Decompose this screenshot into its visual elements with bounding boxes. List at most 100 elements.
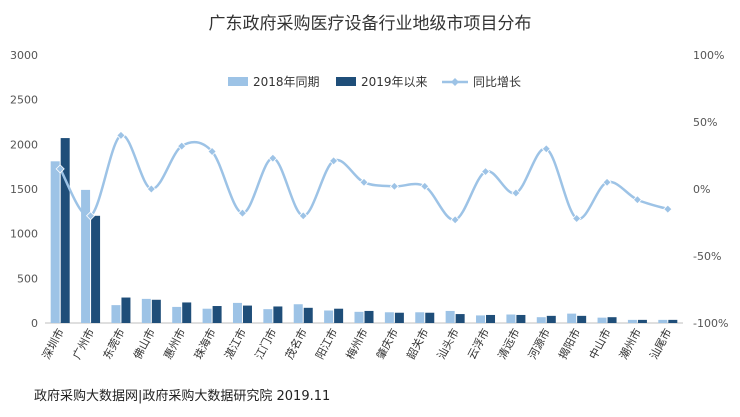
axes: 0 500 1000 1500 2000 2500 3000 -100% -50% 0% 50% 10…: [10, 49, 728, 330]
bar: [577, 315, 587, 323]
growth-point: [298, 211, 308, 221]
growth-point: [207, 146, 217, 157]
bar: [516, 314, 526, 323]
legend-label: 2019年以来: [361, 75, 428, 89]
bars: [50, 138, 678, 323]
category-label: 深圳市: [39, 326, 67, 362]
left-tick-label: 3000: [10, 49, 38, 62]
legend: 2018年同期 2019年以来 同比增长: [228, 75, 521, 89]
bar: [536, 317, 546, 323]
right-tick-label: -50%: [693, 250, 721, 263]
growth-point: [55, 164, 65, 174]
bar: [182, 302, 192, 323]
category-label: 江门市: [252, 326, 280, 362]
right-tick-label: 50%: [693, 116, 717, 129]
growth-point: [237, 208, 248, 218]
bar: [293, 304, 303, 323]
bar: [50, 161, 60, 323]
category-label: 潮州市: [616, 326, 644, 362]
category-labels: 深圳市 广州市 东莞市 佛山市 惠州市 珠海市 湛江市 江门市 茂名市 阳江市 梅州市 肇庆市 韶关市汕…: [39, 326, 674, 362]
bar: [141, 298, 151, 323]
category-label: 湛江市: [221, 326, 249, 362]
category-label: 佛山市: [130, 326, 158, 362]
growth-point: [329, 156, 339, 166]
bar: [658, 319, 668, 323]
bar: [60, 138, 70, 323]
bar: [506, 314, 516, 323]
category-label: 云浮市: [464, 326, 492, 362]
growth-point: [420, 181, 430, 191]
category-label: 广州市: [69, 326, 97, 362]
growth-point: [572, 213, 582, 224]
bar: [425, 312, 435, 323]
bar: [394, 312, 404, 323]
growth-point: [146, 184, 156, 194]
legend-marker: [451, 78, 459, 86]
bar: [597, 317, 607, 323]
bar: [242, 305, 252, 323]
left-tick-label: 1000: [10, 228, 38, 241]
category-label: 清远市: [495, 326, 523, 362]
bar: [476, 315, 486, 323]
bar: [546, 315, 556, 323]
growth-point: [116, 130, 126, 140]
bar: [172, 306, 182, 323]
legend-swatch: [228, 77, 248, 86]
growth-point: [86, 211, 96, 221]
category-label: 汕尾市: [647, 326, 675, 362]
category-label: 阳江市: [312, 326, 340, 362]
bar: [324, 310, 334, 323]
left-tick-label: 1500: [10, 183, 38, 196]
right-tick-label: 0%: [693, 183, 710, 196]
category-label: 河源市: [525, 326, 553, 362]
growth-point: [359, 177, 369, 187]
legend-label: 同比增长: [473, 75, 521, 89]
category-label: 韶关市: [404, 326, 432, 362]
growth-point: [511, 188, 521, 198]
chart-title: 广东政府采购医疗设备行业地级市项目分布: [209, 14, 532, 34]
bar: [121, 297, 131, 323]
bar: [384, 312, 394, 323]
bar: [627, 319, 637, 323]
bar: [567, 313, 577, 323]
source-note: 政府采购大数据网|政府采购大数据研究院 2019.11: [34, 389, 331, 404]
category-label: 汕头市: [434, 326, 462, 362]
bar: [212, 306, 222, 323]
bar: [263, 309, 273, 323]
legend-swatch: [336, 77, 356, 86]
growth-line: [55, 130, 673, 225]
growth-point: [450, 215, 460, 225]
category-label: 中山市: [586, 326, 614, 362]
bar: [202, 308, 212, 323]
growth-point: [541, 144, 551, 154]
bar: [607, 317, 617, 323]
growth-point: [632, 195, 642, 205]
left-tick-label: 0: [31, 317, 38, 330]
bar: [334, 308, 344, 323]
growth-point: [268, 153, 278, 163]
bar: [415, 312, 425, 323]
category-label: 揭阳市: [555, 326, 583, 362]
growth-line-path: [59, 134, 669, 222]
right-tick-label: 100%: [693, 49, 724, 62]
category-label: 东莞市: [100, 326, 128, 362]
bar: [111, 305, 121, 323]
bar: [445, 310, 455, 323]
growth-point: [480, 167, 491, 177]
bar: [81, 189, 91, 323]
growth-point: [602, 177, 612, 187]
bar: [455, 314, 465, 323]
bar: [364, 310, 374, 323]
bar: [637, 319, 647, 323]
bar: [303, 307, 313, 323]
category-label: 珠海市: [191, 326, 219, 362]
right-tick-label: -100%: [693, 317, 728, 330]
category-label: 肇庆市: [373, 326, 401, 362]
legend-label: 2018年同期: [253, 75, 320, 89]
bar: [91, 215, 101, 323]
category-label: 梅州市: [343, 326, 371, 362]
growth-point: [663, 204, 673, 214]
left-tick-label: 500: [17, 272, 38, 285]
bar: [232, 302, 242, 323]
